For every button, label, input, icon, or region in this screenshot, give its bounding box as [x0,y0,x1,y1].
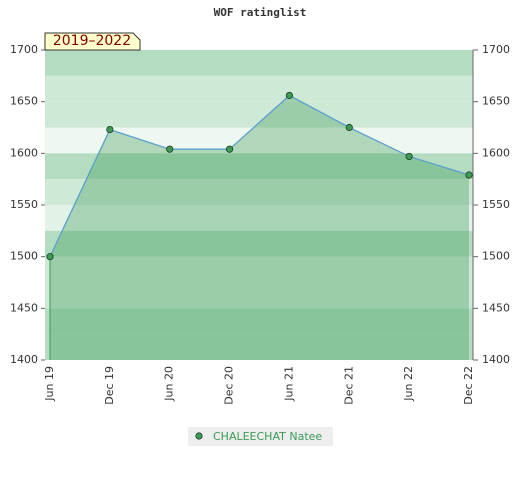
stripe [45,205,473,231]
stripe [45,50,473,76]
x-tick-label: Dec 20 [223,366,236,405]
y-tick-label: 1500 [10,250,38,263]
stripe [45,153,473,180]
y2-tick-label: 1450 [482,301,510,314]
stripe [45,230,473,257]
legend-label: CHALEECHAT Natee [213,430,322,443]
marker [345,123,353,132]
y-tick-label: 1400 [10,353,38,366]
y2-tick-label: 1650 [482,95,510,108]
marker [106,125,114,134]
x-tick-label: Dec 19 [103,366,116,405]
y-tick-label: 1700 [10,43,38,56]
stripe [45,179,473,205]
legend-box [188,427,333,446]
x-tick-label: Jun 22 [402,366,415,402]
stripe [45,75,473,102]
y2-tick-label: 1600 [482,146,510,159]
y2-tick-label: 1550 [482,198,510,211]
marker [166,145,174,153]
marker [225,145,234,153]
annotation-box [44,32,141,51]
annotation: 2019–2022 [53,33,131,49]
chart-title: WOF ratinglist [214,6,307,19]
y2-tick-label: 1500 [482,250,510,263]
plot-background [45,50,473,360]
x-tick-label: Jun 20 [163,366,176,402]
legend-marker [195,432,203,440]
y-tick-label: 1650 [10,95,38,108]
y-tick-label: 1550 [10,198,38,211]
x-tick-label: Jun 21 [282,366,295,402]
marker [285,91,294,100]
x-tick-label: Jun 19 [43,366,56,402]
marker [465,171,473,179]
stripe [45,256,473,283]
stripe [45,308,473,335]
x-tick-label: Dec 21 [342,366,355,405]
marker [405,152,413,161]
stripe [45,334,473,360]
y-tick-label: 1450 [10,301,38,314]
area [50,95,469,360]
line [49,94,470,257]
y-tick-label: 1600 [10,146,38,159]
y2-tick-label: 1400 [482,353,510,366]
marker [46,253,54,261]
x-tick-label: Dec 22 [462,366,475,405]
stripe [45,282,473,309]
y2-tick-label: 1700 [482,43,510,56]
